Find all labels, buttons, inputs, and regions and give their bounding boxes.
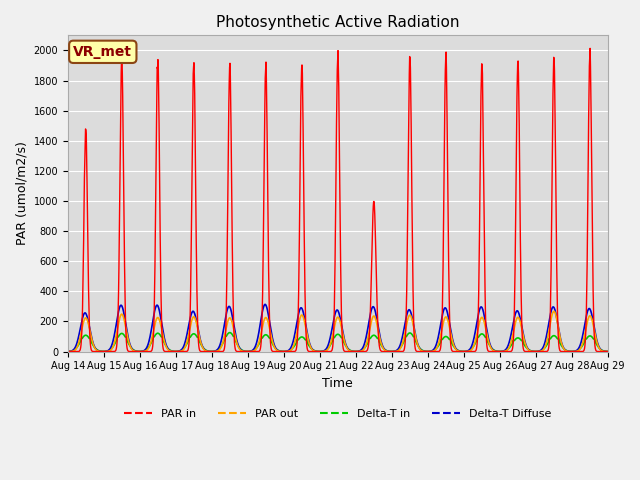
- PAR in: [540, 348, 548, 354]
- Delta-T Diffuse: [604, 348, 612, 354]
- PAR in: [184, 346, 192, 352]
- Delta-T Diffuse: [172, 348, 179, 354]
- Delta-T in: [422, 348, 429, 354]
- Line: Delta-T in: Delta-T in: [68, 333, 608, 351]
- PAR out: [540, 347, 547, 352]
- Delta-T Diffuse: [100, 348, 108, 354]
- X-axis label: Time: Time: [323, 377, 353, 390]
- Delta-T Diffuse: [541, 341, 548, 347]
- PAR out: [492, 348, 500, 354]
- PAR out: [171, 348, 179, 354]
- Line: PAR in: PAR in: [68, 48, 608, 351]
- PAR out: [244, 348, 252, 354]
- Delta-T Diffuse: [184, 324, 192, 330]
- Delta-T in: [493, 348, 500, 354]
- Delta-T Diffuse: [261, 301, 269, 307]
- Delta-T in: [64, 348, 72, 354]
- PAR in: [604, 348, 612, 354]
- PAR in: [493, 348, 500, 354]
- Delta-T Diffuse: [493, 348, 500, 354]
- Delta-T in: [171, 348, 179, 354]
- Y-axis label: PAR (umol/m2/s): PAR (umol/m2/s): [15, 142, 28, 245]
- Delta-T in: [245, 348, 253, 354]
- PAR in: [100, 348, 108, 354]
- Delta-T Diffuse: [64, 348, 72, 354]
- Line: PAR out: PAR out: [68, 312, 608, 351]
- PAR out: [422, 348, 429, 354]
- Delta-T Diffuse: [422, 348, 430, 354]
- Delta-T Diffuse: [245, 348, 253, 354]
- Delta-T in: [496, 348, 504, 354]
- PAR out: [184, 335, 192, 341]
- Delta-T in: [541, 346, 548, 351]
- PAR in: [586, 46, 594, 51]
- PAR out: [550, 309, 557, 314]
- Legend: PAR in, PAR out, Delta-T in, Delta-T Diffuse: PAR in, PAR out, Delta-T in, Delta-T Dif…: [120, 405, 556, 423]
- PAR in: [172, 348, 179, 354]
- Text: VR_met: VR_met: [74, 45, 132, 59]
- Delta-T in: [184, 339, 192, 345]
- PAR out: [64, 348, 72, 354]
- Delta-T in: [226, 330, 234, 336]
- Delta-T in: [604, 348, 612, 354]
- PAR in: [422, 348, 429, 354]
- PAR in: [245, 348, 253, 354]
- Line: Delta-T Diffuse: Delta-T Diffuse: [68, 304, 608, 351]
- PAR in: [64, 348, 72, 354]
- Title: Photosynthetic Active Radiation: Photosynthetic Active Radiation: [216, 15, 460, 30]
- PAR out: [604, 348, 612, 354]
